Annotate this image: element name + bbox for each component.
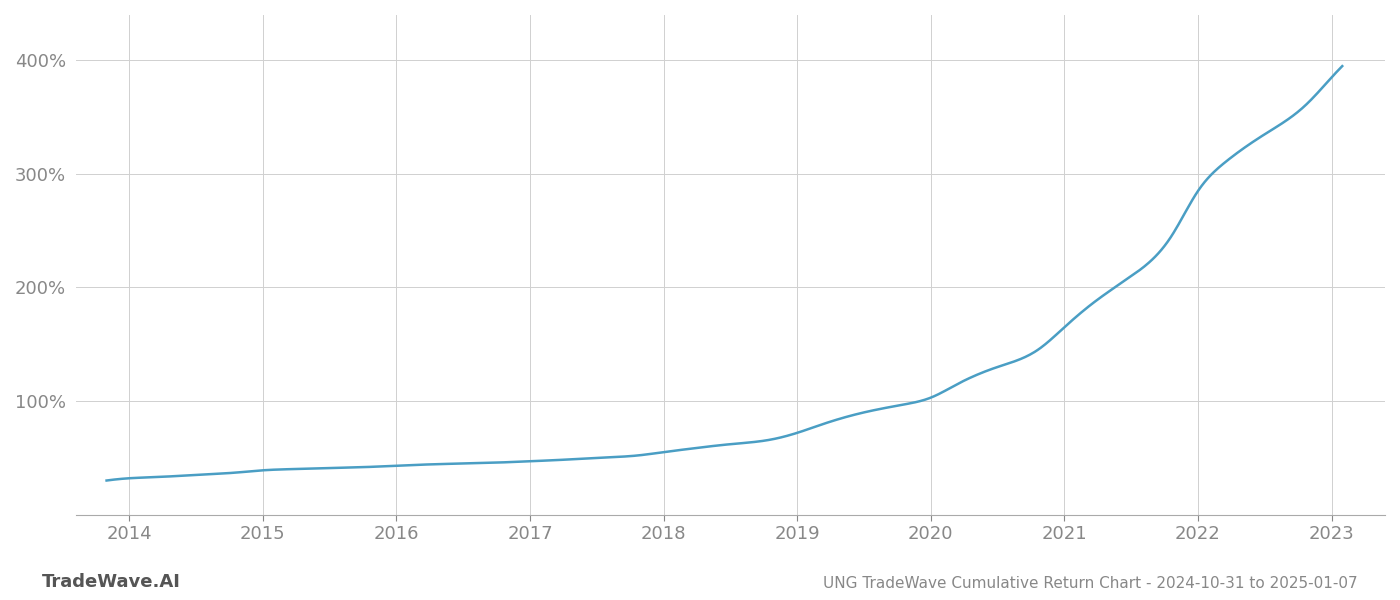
Text: TradeWave.AI: TradeWave.AI (42, 573, 181, 591)
Text: UNG TradeWave Cumulative Return Chart - 2024-10-31 to 2025-01-07: UNG TradeWave Cumulative Return Chart - … (823, 576, 1358, 591)
